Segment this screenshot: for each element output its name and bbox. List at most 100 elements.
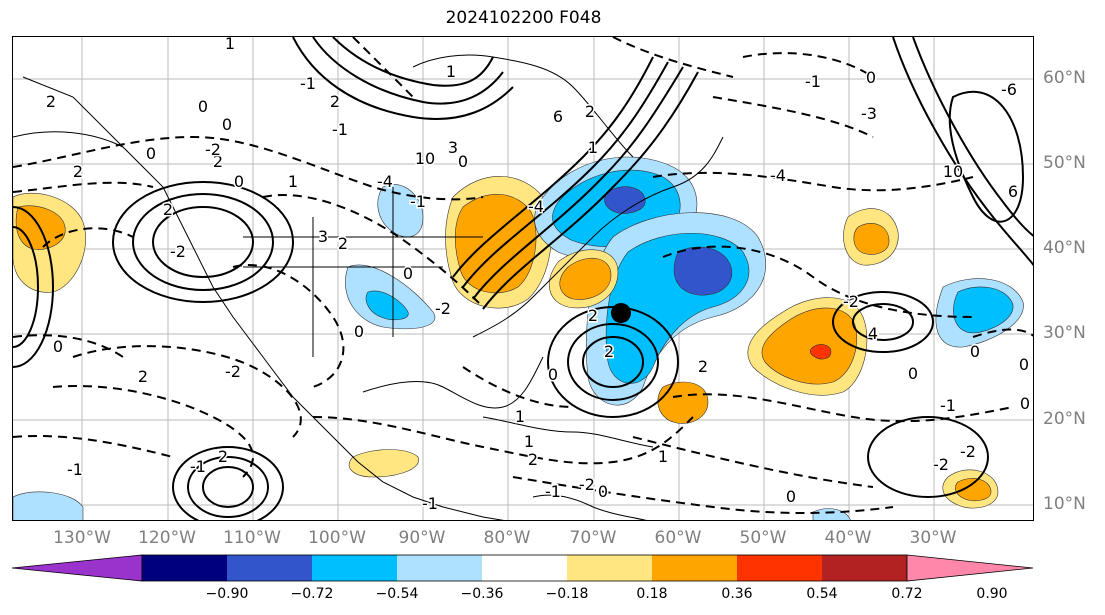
contour-label: 1 bbox=[446, 62, 456, 81]
anomaly-shading bbox=[13, 156, 1024, 520]
colorbar-tick-label: −0.36 bbox=[460, 586, 504, 602]
contour-label: -1 bbox=[332, 120, 348, 139]
contour-label: 2 bbox=[138, 367, 148, 386]
colorbar bbox=[11, 554, 1034, 586]
coastlines bbox=[13, 54, 724, 520]
contour-label: 0 bbox=[198, 97, 208, 116]
longitude-label: 80°W bbox=[483, 528, 531, 548]
colorbar-tick-label: 0.54 bbox=[806, 586, 838, 602]
contour-label: 1 bbox=[288, 172, 298, 191]
contour-label: -1 bbox=[410, 192, 426, 211]
map-title: 2024102200 F048 bbox=[445, 8, 602, 28]
contour-label: 0 bbox=[1019, 355, 1029, 374]
contour-label: 1 bbox=[524, 432, 534, 451]
longitude-label: 50°W bbox=[739, 528, 787, 548]
contour-label: 0 bbox=[458, 152, 468, 171]
contour-label: -1 bbox=[940, 396, 956, 415]
colorbar-tick-label: 0.90 bbox=[976, 586, 1008, 602]
contour-label: 2 bbox=[163, 200, 173, 219]
contour-label: 0 bbox=[786, 487, 796, 506]
latitude-label: 30°N bbox=[1043, 323, 1086, 343]
colorbar-segment bbox=[397, 555, 482, 581]
colorbar-segment bbox=[482, 555, 567, 581]
latitude-label: 40°N bbox=[1043, 238, 1086, 258]
contour-label: 2 bbox=[330, 92, 340, 111]
contour-low-atlantic bbox=[582, 336, 644, 388]
contour-label: 6 bbox=[553, 107, 563, 126]
contour-label: 2 bbox=[604, 342, 614, 361]
colorbar-tick-label: 0.72 bbox=[891, 586, 923, 602]
latitude-label: 20°N bbox=[1043, 409, 1086, 429]
contour-label: 0 bbox=[354, 322, 364, 341]
longitude-label: 40°W bbox=[824, 528, 872, 548]
colorbar-segment bbox=[737, 555, 822, 581]
contour-label: -4 bbox=[528, 197, 544, 216]
colorbar-segment bbox=[822, 555, 907, 581]
contour-label: -4 bbox=[770, 166, 786, 185]
colorbar-tick-label: −0.72 bbox=[290, 586, 334, 602]
contour-label: 0 bbox=[598, 482, 608, 501]
contour-label: -2 bbox=[960, 442, 976, 461]
solid-contours bbox=[13, 37, 1033, 520]
contour-label: 2 bbox=[588, 306, 598, 325]
contour-low-pacific bbox=[152, 206, 254, 278]
contour-label: -2 bbox=[579, 475, 595, 494]
colorbar-segment bbox=[227, 555, 312, 581]
contour-label: 0 bbox=[234, 172, 244, 191]
contour-label: -1 bbox=[805, 72, 821, 91]
contour-label: 10 bbox=[943, 162, 963, 181]
contour-label: 1 bbox=[515, 407, 525, 426]
contour-label: -2 bbox=[843, 292, 859, 311]
contour-label: 2 bbox=[698, 357, 708, 376]
longitude-label: 110°W bbox=[223, 528, 281, 548]
colorbar-tick-label: −0.54 bbox=[375, 586, 419, 602]
colorbar-segment bbox=[312, 555, 397, 581]
colorbar-tick-label: −0.90 bbox=[205, 586, 249, 602]
contour-label: 0 bbox=[1020, 394, 1030, 413]
contour-label: 2 bbox=[46, 92, 56, 111]
storm-center-marker bbox=[611, 303, 631, 323]
colorbar-tick-label: 0.18 bbox=[636, 586, 668, 602]
longitude-label: 100°W bbox=[308, 528, 366, 548]
contour-label: 2 bbox=[528, 450, 538, 469]
longitude-label: 90°W bbox=[398, 528, 446, 548]
contour-label: 3 bbox=[448, 138, 458, 157]
contour-label: -1 bbox=[300, 74, 316, 93]
longitude-label: 70°W bbox=[569, 528, 617, 548]
contour-label: 6 bbox=[1008, 182, 1018, 201]
contour-label: -1 bbox=[67, 460, 83, 479]
contour-label: 0 bbox=[970, 342, 980, 361]
contour-label: 0 bbox=[866, 68, 876, 87]
colorbar-segment bbox=[142, 555, 227, 581]
colorbar-segment bbox=[652, 555, 737, 581]
contour-label: -2 bbox=[225, 362, 241, 381]
contour-label: 4 bbox=[868, 324, 878, 343]
contour-label: -6 bbox=[1001, 80, 1017, 99]
contour-label: -2 bbox=[205, 140, 221, 159]
contour-label: 0 bbox=[403, 264, 413, 283]
contour-label: 2 bbox=[73, 162, 83, 181]
colorbar-min-extension bbox=[11, 554, 143, 582]
contour-label: 0 bbox=[146, 144, 156, 163]
contour-label: -1 bbox=[190, 457, 206, 476]
dashed-contours bbox=[13, 37, 1033, 514]
contour-label: -4 bbox=[377, 172, 393, 191]
contour-label: 0 bbox=[222, 115, 232, 134]
contour-label: -2 bbox=[170, 242, 186, 261]
contour-label: 2 bbox=[585, 102, 595, 121]
latitude-label: 10°N bbox=[1043, 494, 1086, 514]
map-panel: 1 1 2 0 -1 0 2 2 0 2 0 3 6 2 -1 -3 0 -2 -4 0 1 -1 -4 10 6 10 -6 2 -2… bbox=[12, 36, 1034, 521]
contour-label: -3 bbox=[861, 104, 877, 123]
contour-label: 2 bbox=[338, 234, 348, 253]
contour-label: -2 bbox=[435, 299, 451, 318]
latitude-label: 60°N bbox=[1043, 68, 1086, 88]
colorbar-max-extension bbox=[906, 554, 1034, 582]
contour-label: 0 bbox=[53, 337, 63, 356]
colorbar-segment bbox=[567, 555, 652, 581]
contour-label: 1 bbox=[658, 447, 668, 466]
longitude-label: 60°W bbox=[654, 528, 702, 548]
colorbar-svg bbox=[11, 554, 1034, 582]
contour-label: 1 bbox=[588, 138, 598, 157]
